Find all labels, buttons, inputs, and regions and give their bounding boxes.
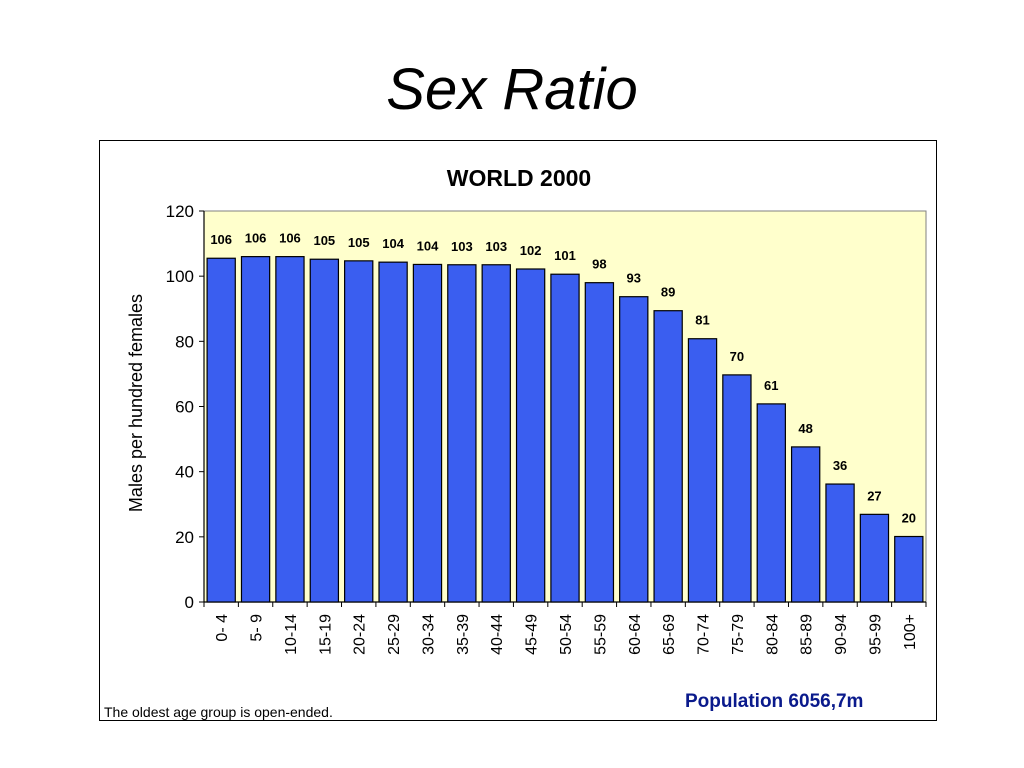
y-tick-label: 0 — [185, 593, 194, 612]
x-tick-label: 20-24 — [352, 614, 369, 655]
y-tick-label: 20 — [175, 528, 194, 547]
y-tick-label: 60 — [175, 398, 194, 417]
bar — [344, 260, 374, 603]
bar — [756, 403, 786, 603]
data-label: 48 — [798, 421, 812, 436]
data-label: 89 — [661, 285, 675, 300]
x-tick-label: 30-34 — [420, 614, 437, 655]
data-label: 103 — [451, 239, 473, 254]
data-label: 106 — [210, 232, 232, 247]
data-label: 102 — [520, 243, 542, 258]
x-tick-label: 5- 9 — [249, 614, 266, 642]
y-tick-label: 120 — [166, 202, 194, 221]
x-tick-label: 65-69 — [661, 614, 678, 655]
x-tick-label: 50-54 — [558, 614, 575, 655]
bar — [619, 296, 649, 603]
bar — [825, 483, 855, 603]
x-tick-label: 55-59 — [592, 614, 609, 655]
bar — [859, 513, 890, 603]
data-label: 61 — [764, 378, 778, 393]
x-tick-label: 95-99 — [867, 614, 884, 655]
bar — [790, 446, 821, 603]
data-label: 93 — [627, 271, 641, 286]
data-label: 105 — [313, 233, 335, 248]
slide-title: Sex Ratio — [386, 57, 638, 122]
population-label: Population 6056,7m — [685, 691, 864, 712]
x-tick-label: 85-89 — [799, 614, 816, 655]
bars — [206, 256, 924, 603]
x-tick-label: 45-49 — [524, 614, 541, 655]
bar — [722, 374, 752, 603]
x-axis: 0- 4 5- 9 10-14 15-19 20-24 25-29 30-34 35-39 40… — [203, 601, 927, 655]
bar — [653, 310, 683, 603]
data-label: 70 — [730, 349, 744, 364]
y-axis: 0 20 40 60 80 100 120 — [166, 202, 205, 612]
bar — [481, 264, 511, 603]
data-label: 106 — [245, 231, 267, 246]
data-label: 27 — [867, 488, 881, 503]
bar — [206, 257, 236, 603]
data-label: 36 — [833, 458, 847, 473]
bar — [309, 258, 340, 603]
y-tick-label: 40 — [175, 463, 194, 482]
data-label: 104 — [417, 238, 439, 253]
x-tick-label: 75-79 — [730, 614, 747, 655]
data-label: 20 — [902, 511, 916, 526]
x-tick-label: 100+ — [902, 614, 919, 650]
x-tick-label: 15-19 — [317, 614, 334, 655]
data-label: 103 — [485, 239, 507, 254]
y-tick-label: 100 — [166, 267, 194, 286]
y-tick-label: 80 — [175, 332, 194, 351]
bar-chart: WORLD 2000 0 20 40 60 80 100 120 0- 4 5- 9 10-14… — [126, 165, 927, 655]
bar — [687, 338, 718, 603]
chart-title: WORLD 2000 — [447, 165, 591, 191]
bar — [894, 535, 924, 603]
x-tick-label: 40-44 — [489, 614, 506, 655]
data-label: 98 — [592, 257, 606, 272]
data-label: 81 — [695, 313, 709, 328]
x-tick-label: 80-84 — [764, 614, 781, 655]
bar — [515, 268, 546, 603]
footnote: The oldest age group is open-ended. — [104, 704, 333, 720]
data-labels: 106 106 106 105 105 104 104 103 103 102 101 98 93 89 8… — [210, 231, 916, 526]
bar — [275, 256, 305, 603]
x-tick-label: 90-94 — [833, 614, 850, 655]
data-label: 106 — [279, 231, 301, 246]
x-tick-label: 35-39 — [455, 614, 472, 655]
data-label: 104 — [382, 236, 404, 251]
bar — [584, 282, 615, 603]
data-label: 105 — [348, 235, 370, 250]
x-tick-label: 25-29 — [386, 614, 403, 655]
x-tick-label: 70-74 — [696, 614, 713, 655]
data-label: 101 — [554, 248, 576, 263]
y-axis-title: Males per hundred females — [126, 294, 146, 512]
x-tick-label: 60-64 — [627, 614, 644, 655]
x-tick-label: 10-14 — [283, 614, 300, 655]
x-tick-label: 0- 4 — [214, 614, 231, 642]
chart-frame: WORLD 2000 0 20 40 60 80 100 120 0- 4 5- 9 10-14… — [99, 140, 937, 721]
bar — [550, 273, 580, 603]
bar — [447, 264, 477, 603]
bar — [378, 261, 408, 603]
bar — [240, 256, 271, 603]
bar — [412, 263, 443, 603]
